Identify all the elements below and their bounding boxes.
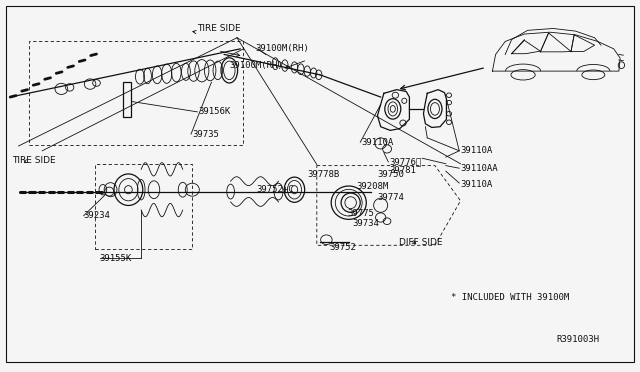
Text: 39734: 39734	[353, 219, 380, 228]
Text: 39208M: 39208M	[356, 182, 388, 191]
Text: 39775: 39775	[348, 209, 374, 218]
Text: 39110AA: 39110AA	[461, 164, 498, 173]
Text: 39234: 39234	[84, 211, 111, 220]
Text: 39110A: 39110A	[461, 146, 493, 155]
Text: 39776※: 39776※	[390, 157, 422, 166]
Text: 39110A: 39110A	[461, 180, 493, 189]
Text: R391003H: R391003H	[556, 335, 599, 344]
Text: 39110A: 39110A	[362, 138, 394, 147]
Bar	[124, 82, 131, 118]
Text: * INCLUDED WITH 39100M: * INCLUDED WITH 39100M	[451, 293, 569, 302]
Text: TIRE SIDE: TIRE SIDE	[12, 155, 56, 164]
Text: 39752: 39752	[330, 243, 356, 251]
Text: 39778B: 39778B	[307, 170, 339, 179]
Text: 39750: 39750	[378, 170, 404, 179]
Text: 39100M(RH): 39100M(RH)	[229, 61, 283, 70]
Text: 39781: 39781	[390, 166, 417, 175]
Text: 39752+C: 39752+C	[256, 185, 294, 194]
Text: 39735: 39735	[192, 129, 219, 139]
Text: 39774: 39774	[378, 193, 404, 202]
Text: TIRE SIDE: TIRE SIDE	[197, 24, 241, 33]
Text: 39100M(RH): 39100M(RH)	[255, 44, 308, 53]
Text: 39155K: 39155K	[100, 254, 132, 263]
Text: DIFF SIDE: DIFF SIDE	[399, 238, 442, 247]
Text: 39156K: 39156K	[198, 108, 231, 116]
